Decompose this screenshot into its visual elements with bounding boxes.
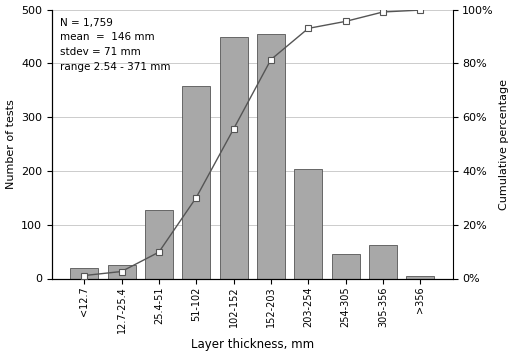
Bar [369, 245, 397, 278]
Bar [257, 34, 285, 278]
Bar [406, 276, 434, 278]
X-axis label: Layer thickness, mm: Layer thickness, mm [191, 338, 314, 351]
Y-axis label: Cumulative percentage: Cumulative percentage [500, 79, 509, 210]
Y-axis label: Number of tests: Number of tests [6, 99, 15, 189]
Bar [70, 268, 98, 278]
Bar [145, 210, 173, 278]
Bar [108, 265, 135, 278]
Bar [182, 86, 210, 278]
Bar [332, 254, 359, 278]
Bar [219, 37, 248, 278]
Bar [294, 169, 322, 278]
Text: N = 1,759
mean  =  146 mm
stdev = 71 mm
range 2.54 - 371 mm: N = 1,759 mean = 146 mm stdev = 71 mm ra… [60, 17, 170, 72]
